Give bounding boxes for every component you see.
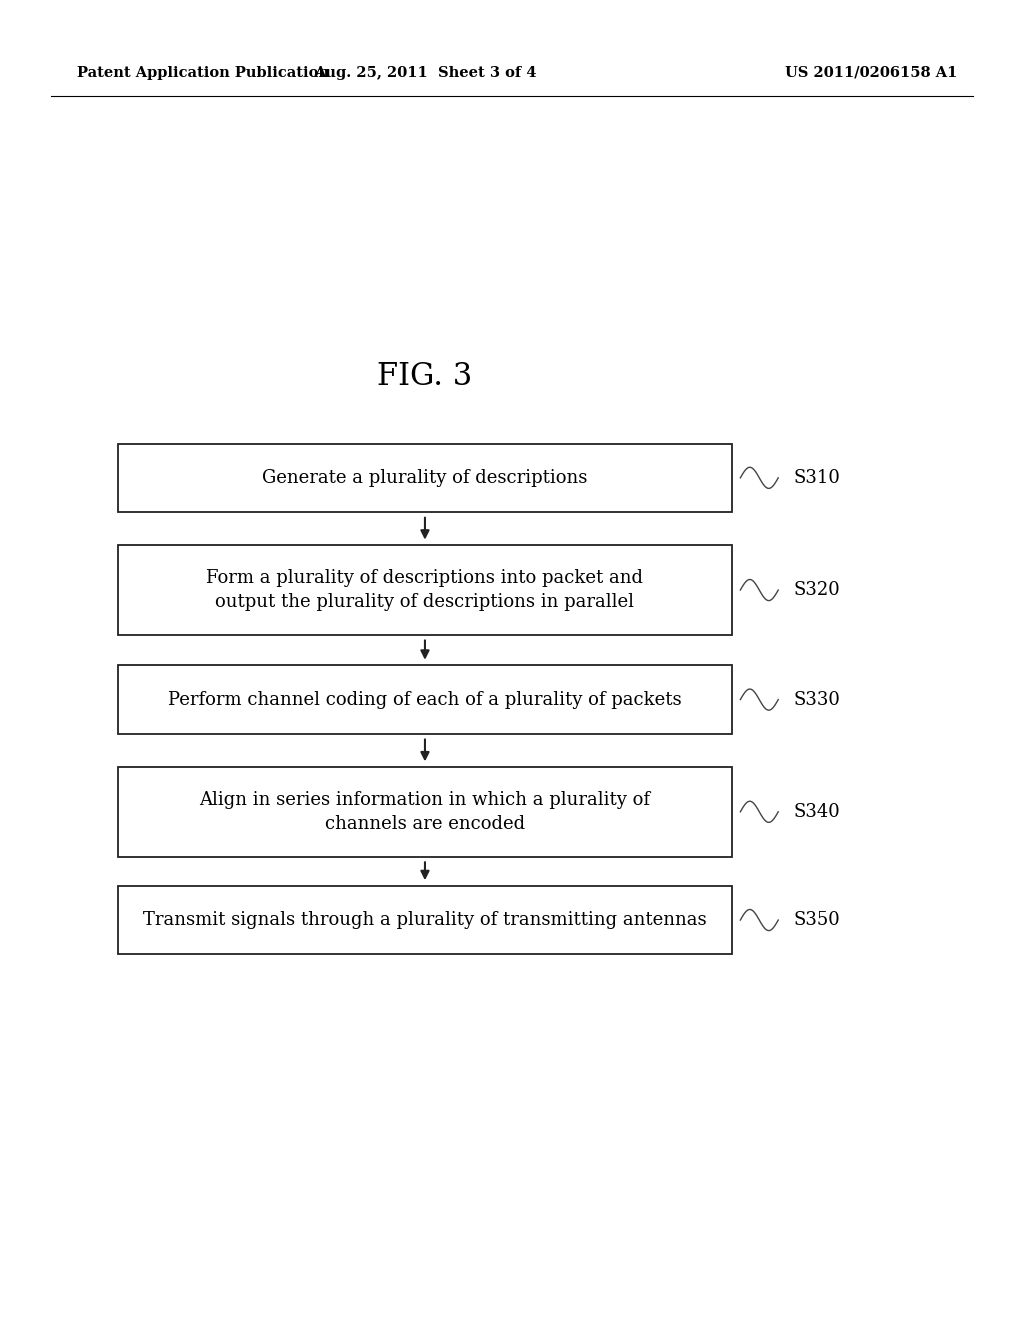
Text: US 2011/0206158 A1: US 2011/0206158 A1	[785, 66, 957, 79]
Text: S320: S320	[794, 581, 841, 599]
Text: Align in series information in which a plurality of
channels are encoded: Align in series information in which a p…	[200, 791, 650, 833]
Bar	[118, 665, 732, 734]
Bar	[118, 545, 732, 635]
Text: Patent Application Publication: Patent Application Publication	[77, 66, 329, 79]
Bar	[118, 886, 732, 954]
Text: FIG. 3: FIG. 3	[377, 360, 473, 392]
Text: Transmit signals through a plurality of transmitting antennas: Transmit signals through a plurality of …	[143, 911, 707, 929]
Text: Perform channel coding of each of a plurality of packets: Perform channel coding of each of a plur…	[168, 690, 682, 709]
Text: S350: S350	[794, 911, 841, 929]
Text: Form a plurality of descriptions into packet and
output the plurality of descrip: Form a plurality of descriptions into pa…	[207, 569, 643, 611]
Bar	[118, 444, 732, 512]
Bar	[118, 767, 732, 857]
Text: S340: S340	[794, 803, 841, 821]
Text: S330: S330	[794, 690, 841, 709]
Text: S310: S310	[794, 469, 841, 487]
Text: Generate a plurality of descriptions: Generate a plurality of descriptions	[262, 469, 588, 487]
Text: Aug. 25, 2011  Sheet 3 of 4: Aug. 25, 2011 Sheet 3 of 4	[313, 66, 537, 79]
